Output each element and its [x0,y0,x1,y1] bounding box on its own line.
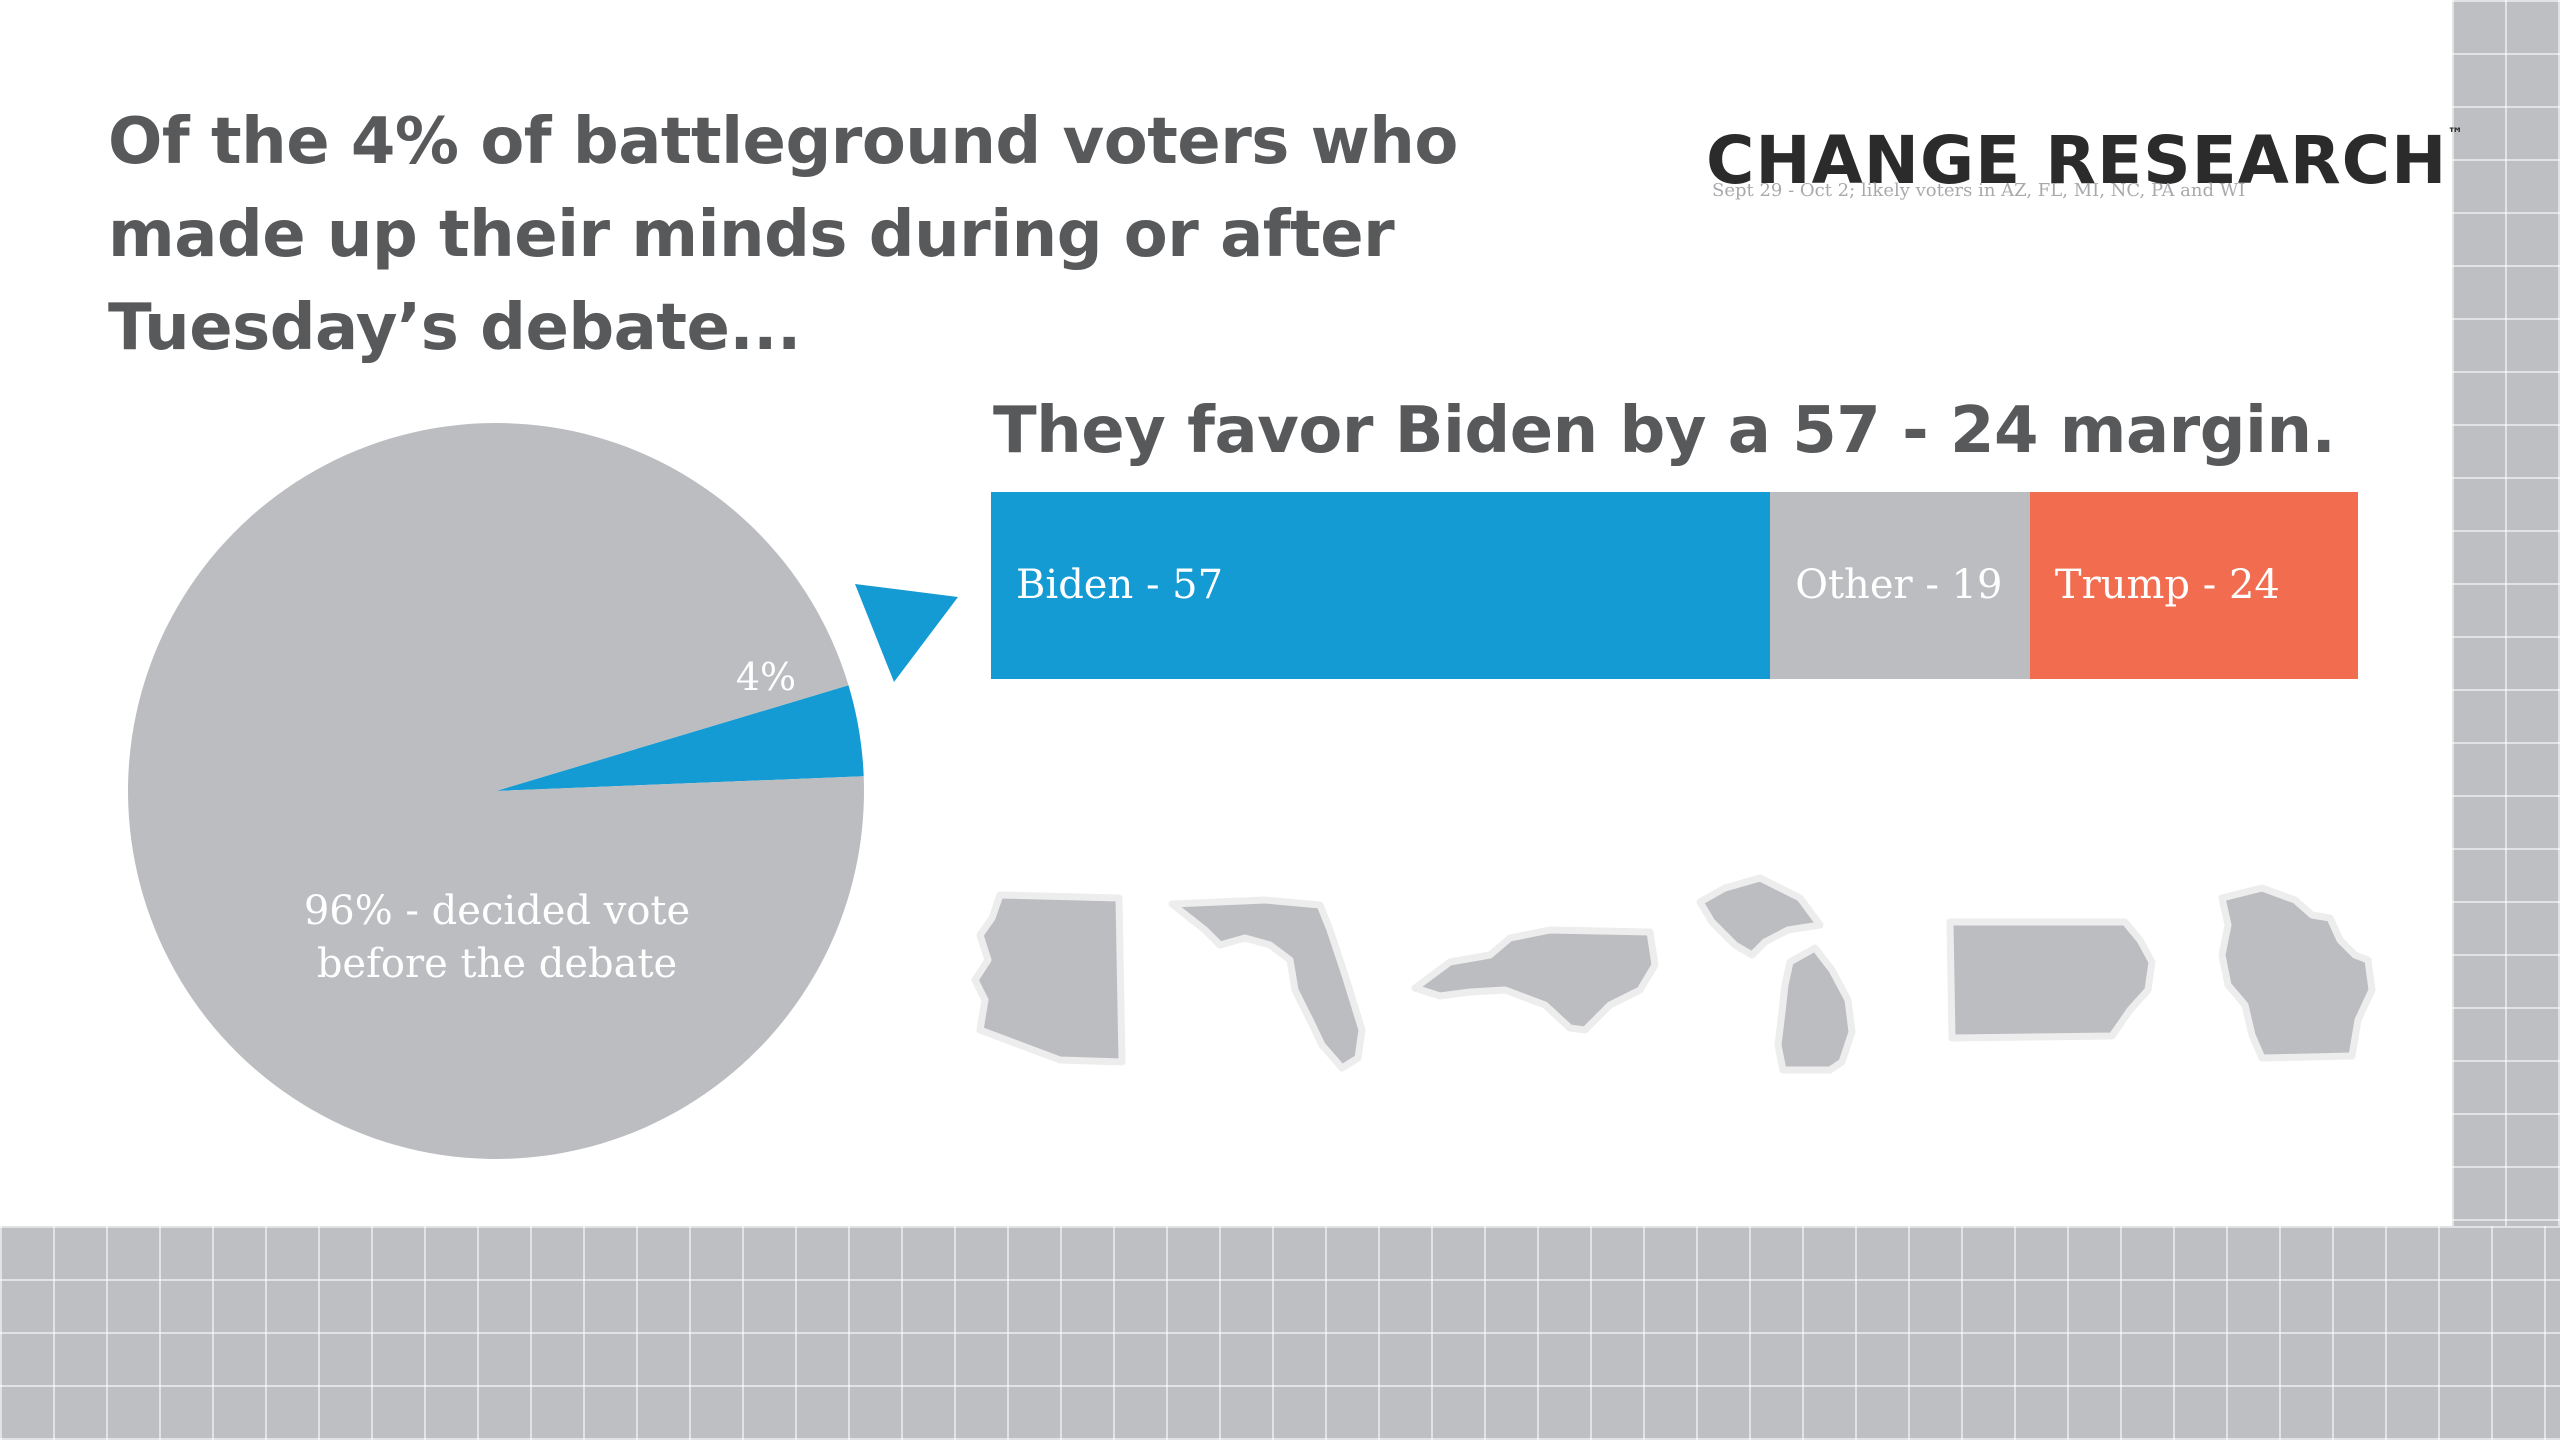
stacked-bar-chart: Biden - 57 Other - 19 Trump - 24 [991,492,2358,679]
subhead: They favor Biden by a 57 - 24 margin. [993,394,2336,468]
change-research-logo: CHANGE RESEARCH™ [1706,96,2463,199]
pie-chart: 4% 96% - decided vote before the debate [128,423,958,1160]
headline-line-2: made up their minds during or after [108,198,1395,272]
grid-background-bottom [0,1226,2560,1440]
logo-text: CHANGE RESEARCH [1706,122,2448,199]
bar-segment-trump: Trump - 24 [2029,492,2358,679]
headline-line-3: Tuesday’s debate... [108,291,801,365]
arizona-icon [971,891,1126,1066]
north-carolina-icon [1411,926,1659,1034]
wisconsin-icon [2218,884,2376,1062]
bar-segment-biden: Biden - 57 [991,492,1771,679]
pennsylvania-icon [1946,918,2156,1042]
trademark-symbol: ™ [2447,124,2464,143]
source-note: Sept 29 - Oct 2; likely voters in AZ, FL… [1712,180,2246,201]
pie-label-4-percent: 4% [736,655,796,699]
michigan-icon [1696,874,1856,1074]
florida-icon [1168,896,1366,1072]
headline: Of the 4% of battleground voters who mad… [108,96,1508,375]
state-icons [971,874,2376,1074]
bar-label-other: Other - 19 [1795,562,2003,608]
pie-slice-96-percent [128,423,864,1160]
bar-label-trump: Trump - 24 [2054,562,2280,608]
grid-background-right [2452,0,2560,1440]
pie-slice-4-percent [496,685,864,791]
pie-label-96-percent-line-1: 96% - decided vote [304,888,690,934]
headline-line-1: Of the 4% of battleground voters who [108,105,1458,179]
bar-label-biden: Biden - 57 [1016,562,1224,608]
bar-segment-other: Other - 19 [1770,492,2030,679]
pie-label-96-percent-line-2: before the debate [317,941,677,987]
pointer-arrow [855,584,958,682]
